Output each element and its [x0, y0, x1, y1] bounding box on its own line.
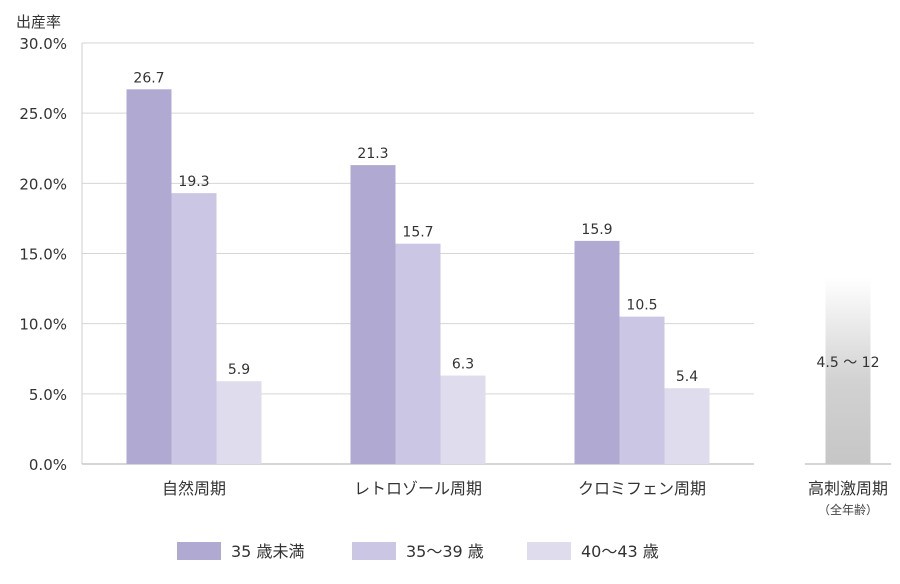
- bar: [216, 381, 262, 464]
- value-label: 5.9: [228, 362, 250, 378]
- category-labels: 自然周期 レトロゾール周期 クロミフェン周期: [162, 479, 706, 498]
- y-tick-label: 25.0%: [19, 105, 67, 123]
- y-tick-labels: 0.0% 5.0% 10.0% 15.0% 20.0% 25.0% 30.0%: [19, 35, 67, 474]
- y-axis-label: 出産率: [16, 13, 61, 31]
- y-tick-label: 20.0%: [19, 175, 67, 193]
- value-label: 15.9: [581, 222, 612, 238]
- bar: [126, 89, 172, 464]
- category-label: 自然周期: [162, 479, 226, 498]
- category-label: 高刺激周期: [808, 479, 888, 498]
- high-stimulation-range: 4.5 〜 12 高刺激周期 （全年齢）: [805, 277, 891, 517]
- category-label: レトロゾール周期: [354, 479, 482, 498]
- y-tick-label: 5.0%: [29, 386, 67, 404]
- range-bar: [825, 277, 871, 464]
- range-label: 4.5 〜 12: [817, 355, 880, 371]
- bar: [664, 388, 710, 464]
- bar: [574, 240, 620, 464]
- category-sublabel: （全年齢）: [818, 502, 878, 517]
- bar: [619, 316, 665, 464]
- bar: [171, 193, 217, 464]
- y-tick-label: 30.0%: [19, 35, 67, 53]
- value-label: 15.7: [402, 225, 433, 241]
- legend: 35 歳未満 35〜39 歳 40〜43 歳: [177, 542, 659, 561]
- value-label: 21.3: [357, 146, 388, 162]
- value-label: 19.3: [178, 174, 209, 190]
- legend-swatch: [352, 542, 396, 560]
- legend-label: 35 歳未満: [231, 542, 304, 561]
- value-label: 5.4: [676, 369, 698, 385]
- bar: [440, 375, 486, 464]
- y-tick-label: 10.0%: [19, 316, 67, 334]
- legend-swatch: [177, 542, 221, 560]
- value-label: 10.5: [626, 298, 657, 314]
- bar: [395, 243, 441, 464]
- legend-swatch: [527, 542, 571, 560]
- legend-label: 35〜39 歳: [406, 542, 484, 561]
- category-label: クロミフェン周期: [578, 479, 706, 498]
- y-tick-label: 0.0%: [29, 456, 67, 474]
- bar: [350, 165, 396, 464]
- legend-label: 40〜43 歳: [581, 542, 659, 561]
- bars: [126, 89, 710, 464]
- value-labels: 26.7 19.3 5.9 21.3 15.7 6.3 15.9 10.5 5.4: [133, 70, 698, 385]
- y-tick-label: 15.0%: [19, 246, 67, 264]
- value-label: 26.7: [133, 70, 164, 86]
- value-label: 6.3: [452, 357, 474, 373]
